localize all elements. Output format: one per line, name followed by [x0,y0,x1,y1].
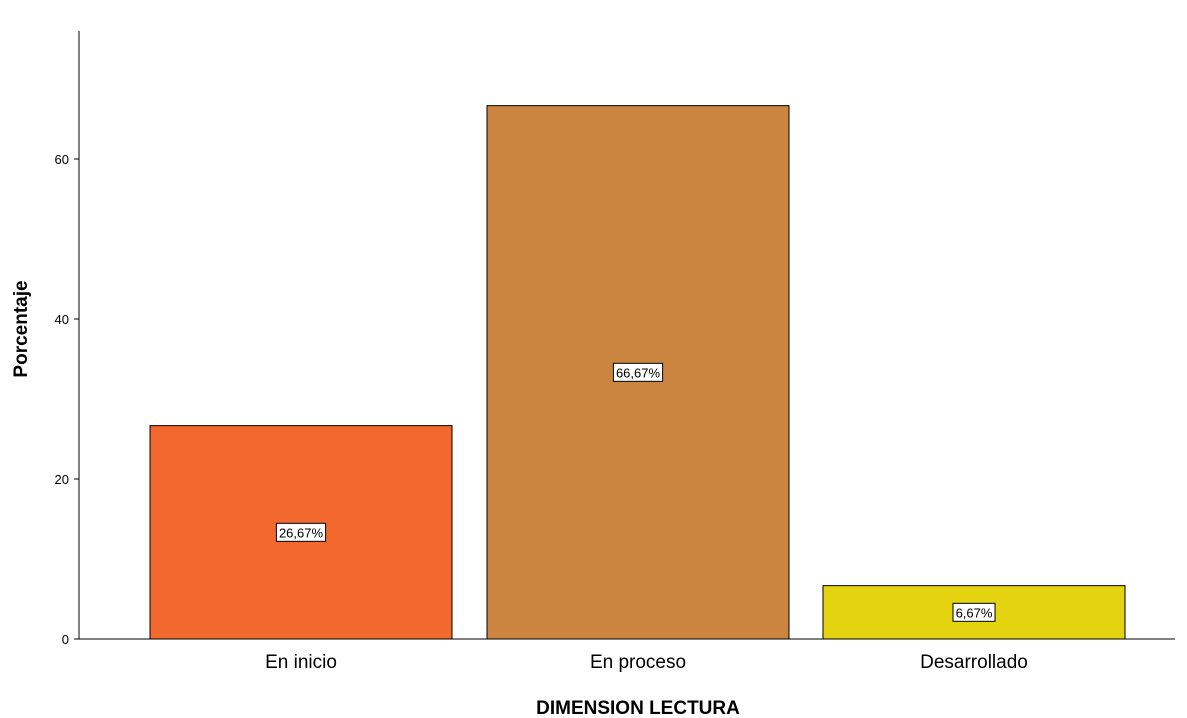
data-label-box [275,522,327,542]
x-axis-title: DIMENSION LECTURA [536,698,740,718]
y-tick-label: 40 [55,312,69,327]
y-tick-label: 60 [55,152,69,167]
x-category-label: En proceso [590,652,686,673]
y-tick-label: 20 [55,472,69,487]
data-label: 26,67% [279,525,324,540]
x-category-label: Desarrollado [920,652,1028,673]
data-label: 6,67% [956,605,993,620]
data-label-box [952,602,996,622]
y-axis-title: Porcentaje [11,280,32,377]
data-label: 66,67% [616,365,661,380]
data-labels-group: 26,67% 66,67% 6,67% [275,362,996,622]
data-label-box [612,362,664,382]
x-category-label: En inicio [265,652,337,673]
y-tick-label: 0 [62,632,69,647]
x-category-labels: En inicio En proceso Desarrollado [265,652,1028,673]
y-ticks-group: 0 20 40 60 [55,152,79,647]
